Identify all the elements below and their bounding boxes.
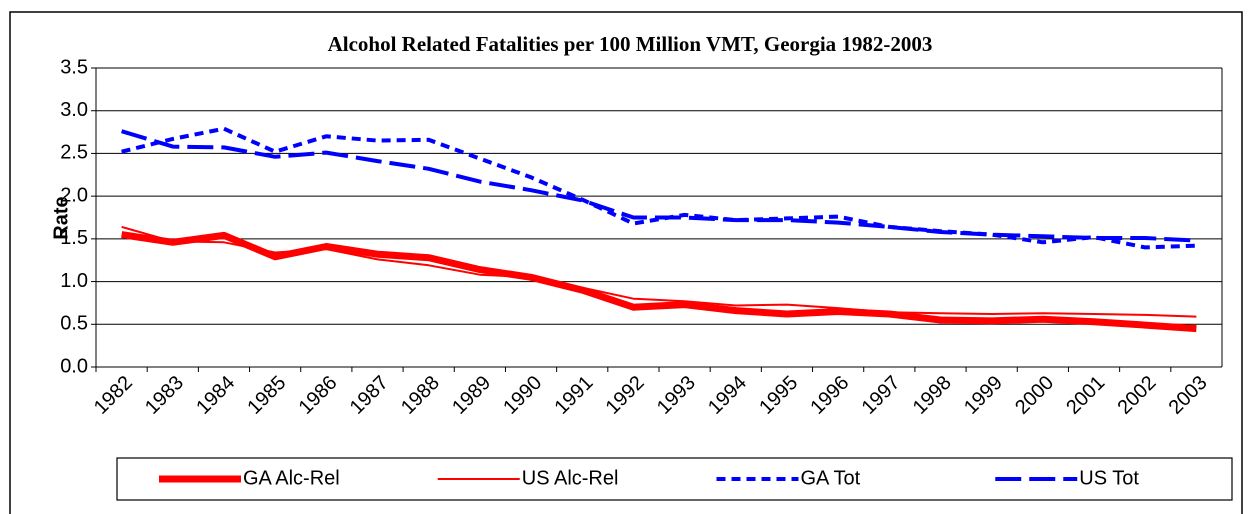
x-tick-label: 1985 — [243, 372, 290, 419]
x-tick-label: 1992 — [602, 372, 649, 419]
x-tick-label: 1984 — [192, 372, 239, 419]
x-tick-label: 1989 — [448, 372, 495, 419]
x-tick-label: 2003 — [1165, 372, 1212, 419]
series-line — [121, 225, 1197, 318]
y-tick-label: 0.0 — [60, 355, 88, 377]
x-tick-label: 2000 — [1011, 372, 1058, 419]
chart-frame — [9, 11, 1243, 514]
legend-label: US Tot — [1079, 467, 1139, 489]
x-tick-label: 1996 — [806, 372, 853, 419]
y-tick-label: 1.0 — [60, 270, 88, 292]
x-tick-label: 2002 — [1113, 372, 1160, 419]
y-tick-label: 1.5 — [60, 227, 88, 249]
x-tick-label: 1998 — [909, 372, 956, 419]
x-tick-label: 1988 — [397, 372, 444, 419]
x-tick-label: 1983 — [141, 372, 188, 419]
y-tick-label: 2.5 — [60, 142, 88, 164]
legend-label: US Alc-Rel — [522, 467, 619, 489]
x-tick-label: 1987 — [346, 372, 393, 419]
chart-title: Alcohol Related Fatalities per 100 Milli… — [328, 32, 933, 56]
y-tick-label: 3.5 — [60, 56, 88, 78]
x-tick-label: 2001 — [1062, 372, 1109, 419]
x-tick-label: 1999 — [960, 372, 1007, 419]
y-axis-label: Rate — [50, 196, 72, 239]
x-tick-label: 1990 — [499, 372, 546, 419]
x-tick-label: 1982 — [90, 372, 137, 419]
y-tick-label: 3.0 — [60, 99, 88, 121]
x-tick-label: 1995 — [755, 372, 802, 419]
y-tick-label: 2.0 — [60, 184, 88, 206]
x-tick-label: 1991 — [550, 372, 597, 419]
x-tick-label: 1986 — [295, 372, 342, 419]
y-tick-label: 0.5 — [60, 313, 88, 335]
x-tick-label: 1997 — [858, 372, 905, 419]
x-tick-label: 1994 — [704, 372, 751, 419]
x-tick-label: 1993 — [653, 372, 700, 419]
legend-label: GA Tot — [801, 467, 861, 489]
legend-label: GA Alc-Rel — [243, 467, 340, 489]
series-line — [121, 126, 1197, 250]
series-line — [121, 129, 1197, 243]
